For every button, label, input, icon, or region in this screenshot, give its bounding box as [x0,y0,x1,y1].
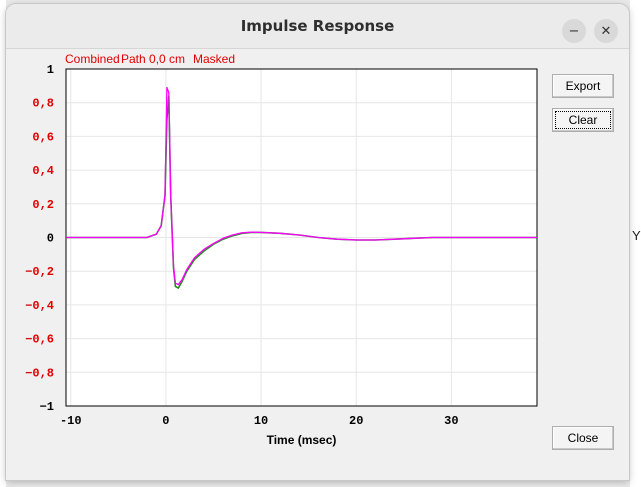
minimize-button[interactable]: − [562,19,586,43]
y-tick-label: −0,4 [25,299,54,313]
close-button-label: Close [567,431,599,445]
close-window-button[interactable]: ✕ [594,19,618,43]
legend-combined: Combined [65,52,120,66]
y-tick-label: 0,6 [32,130,54,144]
x-tick-label: 20 [349,414,363,428]
impulse-response-window: Impulse Response − ✕ Combined Path 0,0 c… [6,4,629,480]
y-tick-label: −1 [40,400,54,414]
export-button-label: Export [565,79,601,93]
y-tick-label: −0,6 [25,333,54,347]
y-tick-label: −0,8 [25,366,54,380]
y-tick-label: 0,8 [32,97,54,111]
x-tick-label: 10 [254,414,268,428]
x-tick-label: -10 [60,414,82,428]
x-tick-label: 0 [162,414,169,428]
close-button[interactable]: Close [552,426,614,450]
y-tick-label: 0,2 [32,198,54,212]
background-app-right [630,0,641,487]
y-tick-label: −0,2 [25,265,54,279]
minimize-icon: − [568,23,580,39]
clear-button-label: Clear [568,113,598,127]
title-bar[interactable]: Impulse Response − ✕ [6,4,629,49]
y-axis-tick-labels: 1 0,8 0,6 0,4 0,2 0 −0,2 −0,4 −0,6 −0,8 −1 [25,63,54,414]
y-tick-label: 1 [47,63,54,77]
background-glyph-right: Y [632,228,641,243]
export-button[interactable]: Export [552,74,614,98]
series-layer [66,86,537,289]
x-axis-label: Time (msec) [267,433,337,447]
x-tick-label: 30 [444,414,458,428]
x-axis-tick-labels: -10 0 10 20 30 [60,414,459,428]
y-tick-label: 0,4 [32,164,54,178]
close-icon: ✕ [600,23,612,39]
window-title: Impulse Response [240,17,395,35]
impulse-response-chart: 1 0,8 0,6 0,4 0,2 0 −0,2 −0,4 −0,6 −0,8 −1 -10 0 10 2… [25,63,538,447]
legend-path: Path 0,0 cm [121,52,186,66]
legend-masked: Masked [193,52,236,66]
background-app-left [0,0,6,487]
series-line-2 [66,86,537,286]
y-tick-label: 0 [47,232,54,246]
clear-button[interactable]: Clear [552,108,614,132]
